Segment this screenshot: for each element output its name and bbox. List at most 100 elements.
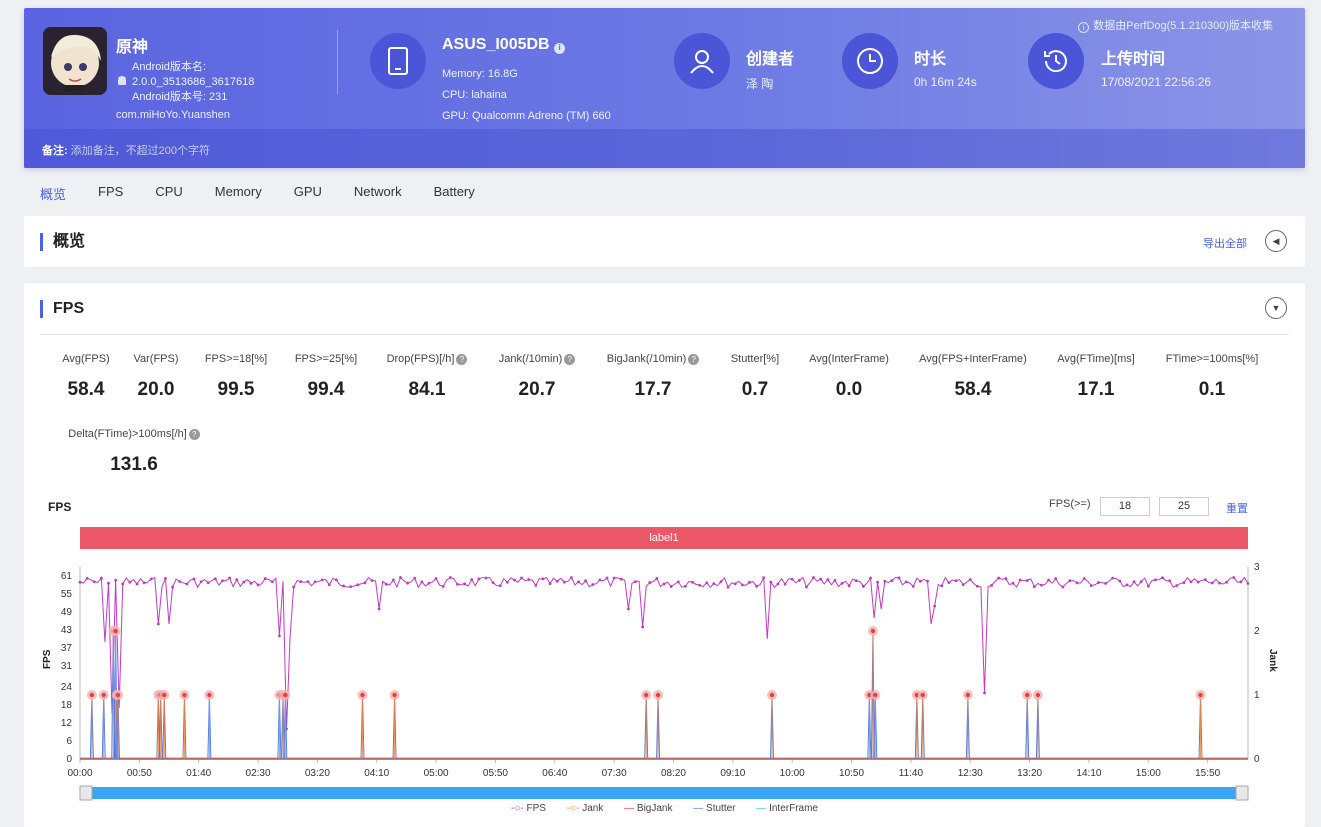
jank-marker [1198, 692, 1203, 698]
collapse-down-icon[interactable]: ▼ [1265, 297, 1287, 319]
metric-label: Jank(/10min)? [457, 353, 617, 365]
fps-point [149, 577, 153, 581]
fps-point [1182, 581, 1186, 585]
fps-point [733, 582, 737, 586]
fps-point [171, 585, 174, 589]
export-all-link[interactable]: 导出全部 [1203, 238, 1247, 250]
metric-item: FTime>=100ms[%] 0.1 [1132, 353, 1292, 401]
metric-item: Var(FPS) 20.0 [76, 353, 236, 401]
label-bar[interactable]: label1 [80, 527, 1248, 549]
tab-overview[interactable]: 概览 [40, 187, 67, 202]
fps-point [662, 582, 666, 586]
version-name-label: Android版本名: [132, 61, 206, 73]
fps-point [78, 580, 82, 584]
tab-memory[interactable]: Memory [214, 184, 262, 199]
threshold-input-1[interactable]: 18 [1100, 497, 1150, 516]
legend-bigjank[interactable]: — BigJank [624, 803, 673, 814]
tab-gpu[interactable]: GPU [293, 184, 322, 199]
fps-point [1139, 580, 1143, 584]
fps-point [918, 579, 922, 583]
fps-point [192, 577, 196, 581]
fps-point [327, 583, 331, 587]
x-tick-label: 11:40 [899, 768, 924, 779]
section-tabs: 概览 FPS CPU Memory GPU Network Battery [24, 176, 491, 208]
device-info-icon[interactable]: i [554, 43, 566, 54]
tab-battery[interactable]: Battery [433, 184, 475, 199]
note-bar[interactable]: 备注: 添加备注，不超过200个字符 [24, 129, 1305, 168]
fps-point [755, 584, 758, 588]
metric-value: 0.0 [835, 379, 863, 400]
fps-point [370, 579, 374, 582]
fps-point [1011, 581, 1015, 585]
tab-fps[interactable]: FPS [98, 184, 124, 199]
fps-point [598, 578, 602, 582]
x-tick-label: 06:40 [542, 768, 567, 779]
y2-tick-label: 2 [1254, 626, 1260, 637]
chart-legend: -○- FPS -○- Jank — BigJank — Stutter — I… [24, 803, 1305, 814]
fps-point [862, 584, 865, 588]
tab-cpu[interactable]: CPU [155, 184, 183, 199]
y-tick-label: 55 [61, 589, 73, 600]
note-input[interactable]: 添加备注，不超过200个字符 [70, 145, 211, 157]
legend-stutter[interactable]: — Stutter [693, 803, 736, 814]
fps-point [278, 634, 281, 638]
metric-label: Avg(InterFrame) [809, 353, 889, 365]
fps-point [577, 580, 580, 584]
help-icon[interactable]: ? [564, 354, 576, 365]
legend-fps[interactable]: -○- FPS [511, 803, 546, 814]
y-tick-label: 0 [66, 754, 72, 765]
metric-item: BigJank(/10min)? 17.7 [573, 353, 733, 401]
help-icon[interactable]: ? [188, 429, 200, 440]
reset-link[interactable]: 重置 [1226, 503, 1248, 515]
fps-point [249, 581, 253, 585]
jank-marker [207, 692, 212, 698]
fps-point [1246, 582, 1250, 585]
fps-point [420, 580, 424, 584]
y2-axis-label: Jank [1267, 649, 1278, 672]
legend-interframe[interactable]: — InterFrame [756, 803, 818, 814]
fps-point [114, 578, 118, 582]
report-header: i 数据由PerfDog(5.1.210300)版本收集 原神 Android版本… [24, 8, 1305, 168]
fps-point [805, 585, 808, 589]
help-icon[interactable]: ? [456, 354, 468, 365]
tab-network[interactable]: Network [353, 184, 402, 199]
y2-tick-label: 3 [1254, 562, 1260, 573]
legend-jank[interactable]: -○- Jank [566, 803, 604, 814]
collapse-left-icon[interactable]: ◀ [1265, 230, 1287, 252]
fps-point [1225, 580, 1229, 584]
fps-point [975, 584, 979, 588]
metric-label: FPS>=18[%] [204, 353, 268, 365]
fps-point [520, 576, 523, 580]
fps-point [626, 607, 630, 611]
metric-label: Var(FPS) [133, 353, 179, 365]
fps-point [1189, 580, 1193, 584]
fps-point [434, 577, 438, 580]
fps-point [448, 576, 452, 579]
fps-point [1146, 584, 1150, 588]
fps-point [470, 578, 474, 581]
x-tick-label: 13:20 [1017, 768, 1042, 779]
fps-point [719, 580, 723, 584]
fps-point [1239, 580, 1243, 584]
x-tick-label: 05:50 [483, 768, 508, 779]
fps-point [1040, 583, 1043, 587]
fps-point [676, 580, 680, 584]
y2-tick-label: 1 [1254, 690, 1260, 701]
fps-point [1032, 585, 1036, 588]
fps-point [491, 581, 495, 585]
help-icon[interactable]: ? [688, 354, 700, 365]
fps-point [441, 584, 445, 588]
fps-point [534, 583, 538, 587]
fps-point [142, 581, 146, 585]
metric-label: BigJank(/10min)? [573, 353, 733, 365]
threshold-input-2[interactable]: 25 [1159, 497, 1209, 516]
jank-marker [360, 692, 365, 698]
fps-point [762, 576, 766, 580]
metric-value: 17.1 [1077, 379, 1115, 400]
fps-point [1125, 583, 1129, 587]
fps-point [968, 578, 972, 581]
fps-point [99, 576, 103, 580]
metric-label: Avg(FPS+InterFrame) [919, 353, 1027, 365]
fps-point [135, 582, 139, 586]
